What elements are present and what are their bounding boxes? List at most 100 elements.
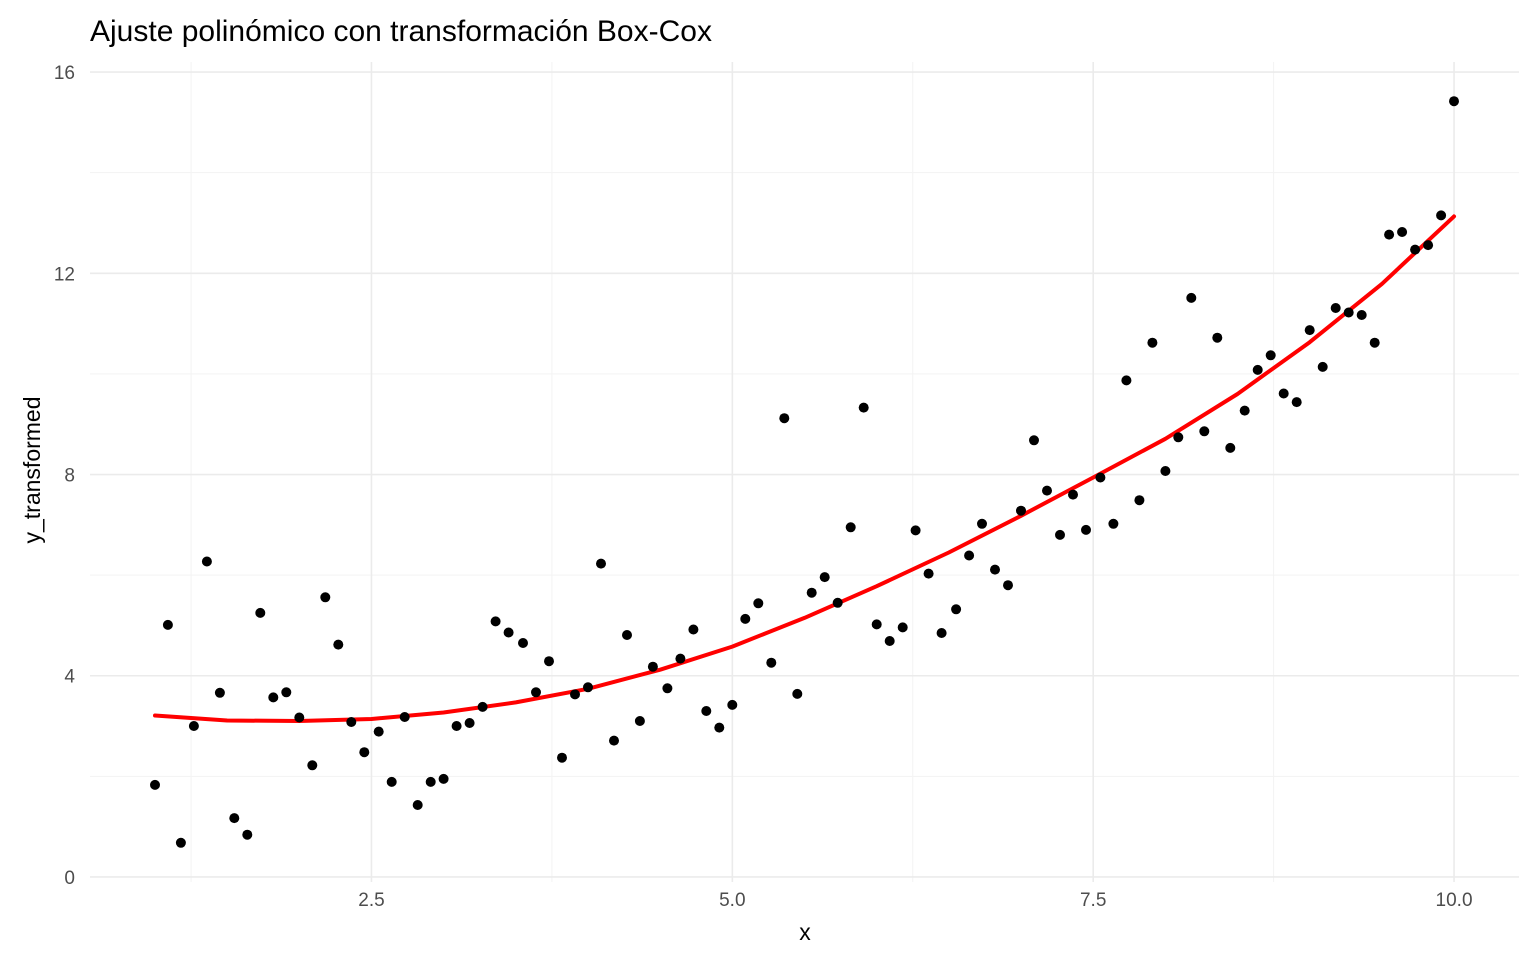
data-point — [412, 800, 423, 810]
x-tick-label: 5.0 — [719, 890, 745, 911]
data-point — [792, 688, 803, 699]
grid — [90, 62, 1519, 882]
x-tick-label: 10.0 — [1436, 890, 1473, 911]
data-point — [688, 624, 699, 635]
data-point — [1212, 332, 1223, 343]
data-point — [923, 568, 934, 579]
data-point — [1317, 361, 1328, 372]
x-tick-label: 7.5 — [1080, 890, 1106, 911]
data-point — [897, 622, 908, 633]
data-point — [268, 692, 279, 703]
data-point — [399, 712, 410, 722]
data-point — [373, 726, 384, 737]
data-point — [1397, 227, 1408, 237]
y-axis-title: y_transformed — [19, 396, 45, 543]
data-point — [845, 522, 856, 533]
data-point — [438, 773, 449, 784]
data-point — [201, 556, 212, 567]
data-point — [1225, 442, 1236, 453]
data-point — [634, 716, 645, 726]
data-point — [425, 776, 436, 787]
data-point — [1055, 529, 1065, 540]
data-point — [359, 747, 370, 758]
data-point — [1186, 292, 1197, 303]
data-point — [1239, 405, 1250, 416]
data-point — [951, 604, 962, 615]
y-tick-label: 8 — [64, 466, 75, 487]
data-point — [255, 607, 266, 618]
data-point — [1343, 307, 1354, 318]
data-point — [1121, 375, 1132, 386]
data-point — [386, 776, 397, 787]
data-point — [884, 636, 895, 646]
data-point — [675, 653, 686, 664]
data-point — [1423, 240, 1434, 251]
data-point — [1016, 505, 1026, 516]
data-point — [1436, 210, 1447, 221]
data-point — [490, 616, 501, 627]
data-point — [333, 639, 344, 650]
data-point — [766, 657, 777, 668]
data-point — [320, 592, 331, 603]
y-tick-label: 12 — [54, 264, 75, 285]
data-point — [1108, 518, 1119, 529]
data-point — [229, 813, 240, 824]
data-point — [1003, 580, 1013, 591]
data-point — [242, 829, 253, 840]
data-point — [1304, 325, 1315, 336]
data-point — [819, 572, 830, 583]
data-point — [779, 413, 790, 424]
data-point — [1449, 96, 1459, 107]
x-tick-label: 2.5 — [358, 890, 384, 911]
data-point — [570, 689, 580, 700]
data-point — [596, 558, 606, 569]
data-point — [1252, 364, 1263, 375]
data-point — [936, 628, 947, 638]
data-point — [647, 661, 658, 672]
y-tick-label: 16 — [54, 63, 75, 84]
data-point — [714, 722, 725, 733]
data-point — [1369, 337, 1380, 348]
data-point — [806, 587, 817, 598]
data-point — [294, 712, 305, 723]
data-point — [753, 598, 764, 609]
data-point — [871, 619, 882, 630]
data-point — [1068, 489, 1078, 500]
data-point — [464, 718, 475, 728]
data-point — [1291, 397, 1302, 408]
data-point — [451, 721, 462, 731]
data-point — [214, 687, 225, 698]
data-point — [1147, 337, 1158, 348]
data-point — [858, 402, 869, 413]
data-point — [910, 525, 921, 536]
data-point — [583, 682, 593, 693]
data-point — [1330, 303, 1341, 313]
data-point — [1042, 485, 1052, 496]
data-point — [188, 721, 199, 731]
data-point — [1095, 472, 1106, 483]
data-point — [1384, 229, 1395, 240]
data-point — [1410, 244, 1421, 255]
data-point — [477, 701, 488, 712]
data-point — [727, 699, 738, 710]
fit-curve — [153, 214, 1456, 723]
x-axis-ticks: 2.5 5.0 7.5 10.0 — [358, 890, 1472, 911]
data-point — [518, 638, 528, 648]
data-points — [150, 96, 1459, 848]
y-axis-ticks: 0 4 8 12 16 — [54, 63, 76, 889]
y-tick-label: 0 — [64, 868, 75, 889]
x-axis-title: x — [799, 919, 811, 945]
data-point — [531, 687, 541, 698]
data-point — [662, 683, 673, 694]
data-point — [1160, 466, 1171, 476]
data-point — [503, 627, 514, 638]
data-point — [622, 630, 632, 640]
data-point — [1029, 435, 1039, 446]
data-point — [1356, 310, 1367, 320]
data-point — [1199, 426, 1210, 437]
data-point — [964, 550, 975, 561]
data-point — [609, 735, 619, 746]
data-point — [162, 619, 173, 630]
data-point — [1081, 524, 1091, 535]
